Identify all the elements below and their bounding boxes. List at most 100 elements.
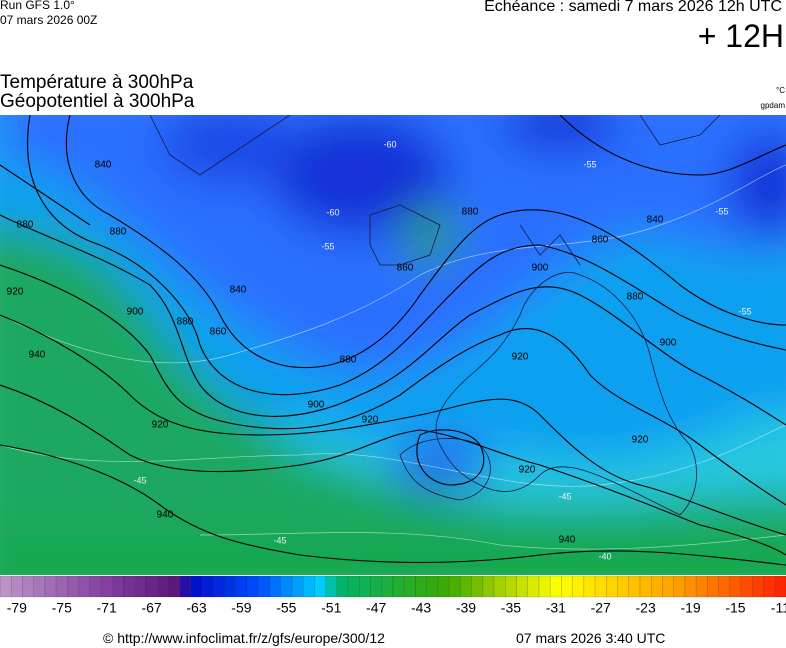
contour-label: 920 [152,420,169,431]
contour-label: 900 [532,263,549,274]
color-cell [179,576,192,598]
color-scale-label: -71 [97,600,117,616]
run-label: Run GFS 1.0° [0,0,75,12]
contour-label: 880 [177,317,194,328]
contour-label: 920 [362,415,379,426]
color-cell [448,576,461,598]
contour-label: 880 [110,227,127,238]
color-cell [482,576,495,598]
contour-label: 840 [230,285,247,296]
color-cell [201,576,214,598]
color-cell [662,576,674,598]
temperature-isotherms [0,164,786,550]
color-cell [112,576,124,598]
color-cell [572,576,585,598]
unit-temperature: °C [776,86,785,95]
contour-label: 880 [17,220,34,231]
temperature-labels: -60 -60 -55 -55 -55 -45 -45 -45 -40 -55 [133,139,751,561]
color-cell [527,576,540,598]
color-scale-label: -47 [366,600,386,616]
color-scale-label: -55 [276,600,296,616]
color-scale-label: -51 [321,600,341,616]
color-cell [224,576,237,598]
color-cell [639,576,652,598]
coastlines [149,115,721,516]
color-cell [460,576,472,598]
color-cell [583,576,596,598]
contour-label: 880 [462,207,479,218]
color-scale-label: -79 [7,600,27,616]
isotherm-label: -45 [273,535,286,545]
color-scale-label: -23 [636,600,656,616]
contour-label: 880 [627,292,644,303]
isotherm-label: -55 [321,241,334,251]
color-cell [538,576,551,598]
isotherm-label: -55 [738,306,751,316]
color-cell [258,576,270,598]
color-cell [471,576,484,598]
contour-label: 940 [29,350,46,361]
color-cell [190,576,203,598]
geopotential-labels: 840 880 880 920 900 880 860 840 940 920 … [7,160,677,546]
color-cell [729,576,742,598]
color-cell [156,576,169,598]
color-cell [213,576,225,598]
color-cell [336,576,349,598]
color-cell [78,576,91,598]
color-scale-label: -19 [680,600,700,616]
temperature-field [0,115,786,575]
color-cell [392,576,405,598]
color-cell [10,576,23,598]
color-cell [415,576,427,598]
color-cell [493,576,506,598]
run-date: 07 mars 2026 00Z [0,13,98,27]
geopotential-contours [0,115,786,566]
contour-label: 920 [7,287,24,298]
contour-label: 860 [592,235,609,246]
color-cell [280,576,293,598]
color-cell [325,576,338,598]
color-cell [302,576,315,598]
color-cell [145,576,158,598]
contour-label: 900 [660,338,677,349]
color-cell [89,576,102,598]
color-scale-label: -63 [186,600,206,616]
color-scale-label: -31 [546,600,566,616]
color-cell [235,576,248,598]
contour-label: 920 [512,352,529,363]
color-cell [246,576,259,598]
isotherm-label: -55 [583,159,596,169]
isotherm-label: -40 [598,551,611,561]
color-cell [617,576,630,598]
color-cell [651,576,663,598]
color-cell [403,576,416,598]
color-cell [123,576,135,598]
color-cell [0,576,12,598]
color-cell [314,576,326,598]
generated-time: 07 mars 2026 3:40 UTC [516,630,666,646]
color-cell [505,576,517,598]
color-cell [134,576,147,598]
isotherm-label: -45 [133,475,146,485]
color-scale: -79 -75 -71 -67 -63 -59 -55 -51 -47 -43 -39 -35 -31 -… [0,576,786,616]
color-cell [516,576,528,598]
color-cell [752,576,764,598]
color-cell [381,576,394,598]
color-cell [44,576,57,598]
color-cell [774,576,786,598]
color-cell [437,576,450,598]
color-cell [718,576,731,598]
color-cell [370,576,383,598]
color-cell [67,576,79,598]
contour-label: 940 [559,535,576,546]
title-temperature: Température à 300hPa [0,72,194,93]
color-scale-label: -15 [725,600,745,616]
isotherm-label: -60 [383,139,396,149]
color-cell [549,576,562,598]
unit-geopotential: gpdam [760,101,785,110]
color-scale-label: -35 [501,600,521,616]
color-cell [673,576,686,598]
contour-label: 880 [340,355,357,366]
color-cell [763,576,776,598]
